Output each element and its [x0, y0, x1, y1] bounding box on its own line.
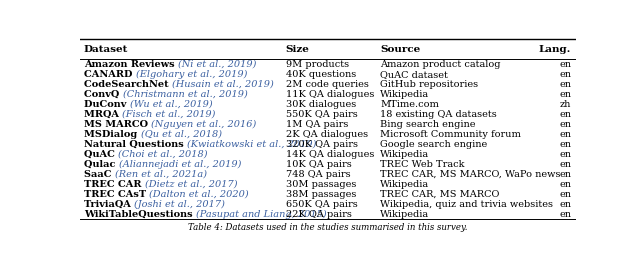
Text: en: en: [559, 130, 571, 139]
Text: 650K QA pairs: 650K QA pairs: [286, 200, 358, 209]
Text: en: en: [559, 150, 571, 159]
Text: (Dietz et al., 2017): (Dietz et al., 2017): [145, 180, 237, 189]
Text: GitHub repositories: GitHub repositories: [380, 80, 478, 89]
Text: QuAC dataset: QuAC dataset: [380, 70, 448, 79]
Text: (Qu et al., 2018): (Qu et al., 2018): [141, 130, 221, 139]
Text: MSDialog: MSDialog: [84, 130, 141, 139]
Text: 38M passages: 38M passages: [286, 190, 356, 199]
Text: TREC Web Track: TREC Web Track: [380, 160, 465, 169]
Text: 1M QA pairs: 1M QA pairs: [286, 120, 348, 129]
Text: QuAC: QuAC: [84, 150, 118, 159]
Text: TREC CAR, MS MARCO, WaPo news: TREC CAR, MS MARCO, WaPo news: [380, 170, 561, 179]
Text: TREC CAR, MS MARCO: TREC CAR, MS MARCO: [380, 190, 499, 199]
Text: 10K QA pairs: 10K QA pairs: [286, 160, 351, 169]
Text: en: en: [559, 80, 571, 89]
Text: 18 existing QA datasets: 18 existing QA datasets: [380, 110, 497, 119]
Text: CodeSearchNet: CodeSearchNet: [84, 80, 172, 89]
Text: 2M code queries: 2M code queries: [286, 80, 369, 89]
Text: 22K QA pairs: 22K QA pairs: [286, 210, 352, 219]
Text: en: en: [559, 140, 571, 149]
Text: Source: Source: [380, 45, 420, 54]
Text: Microsoft Community forum: Microsoft Community forum: [380, 130, 521, 139]
Text: en: en: [559, 90, 571, 99]
Text: (Choi et al., 2018): (Choi et al., 2018): [118, 150, 208, 159]
Text: (Christmann et al., 2019): (Christmann et al., 2019): [123, 90, 247, 99]
Text: zh: zh: [559, 100, 571, 109]
Text: 9M products: 9M products: [286, 60, 349, 69]
Text: en: en: [559, 60, 571, 69]
Text: en: en: [559, 70, 571, 79]
Text: en: en: [559, 160, 571, 169]
Text: 30M passages: 30M passages: [286, 180, 356, 189]
Text: Wikipedia: Wikipedia: [380, 90, 429, 99]
Text: WikiTableQuestions: WikiTableQuestions: [84, 210, 196, 219]
Text: Dataset: Dataset: [84, 45, 129, 54]
Text: TriviaQA: TriviaQA: [84, 200, 134, 209]
Text: Wikipedia, quiz and trivia websites: Wikipedia, quiz and trivia websites: [380, 200, 553, 209]
Text: 14K QA dialogues: 14K QA dialogues: [286, 150, 374, 159]
Text: 550K QA pairs: 550K QA pairs: [286, 110, 358, 119]
Text: (Dalton et al., 2020): (Dalton et al., 2020): [150, 190, 249, 199]
Text: TREC CAR: TREC CAR: [84, 180, 145, 189]
Text: en: en: [559, 170, 571, 179]
Text: 40K questions: 40K questions: [286, 70, 356, 79]
Text: TREC CAsT: TREC CAsT: [84, 190, 150, 199]
Text: (Nguyen et al., 2016): (Nguyen et al., 2016): [151, 120, 257, 129]
Text: 11K QA dialogues: 11K QA dialogues: [286, 90, 374, 99]
Text: en: en: [559, 210, 571, 219]
Text: en: en: [559, 190, 571, 199]
Text: Natural Questions: Natural Questions: [84, 140, 187, 149]
Text: Qulac: Qulac: [84, 160, 118, 169]
Text: SaaC: SaaC: [84, 170, 115, 179]
Text: 2K QA dialogues: 2K QA dialogues: [286, 130, 368, 139]
Text: ConvQ: ConvQ: [84, 90, 123, 99]
Text: (Fisch et al., 2019): (Fisch et al., 2019): [122, 110, 216, 119]
Text: Amazon Reviews: Amazon Reviews: [84, 60, 178, 69]
Text: (Joshi et al., 2017): (Joshi et al., 2017): [134, 200, 225, 209]
Text: en: en: [559, 120, 571, 129]
Text: MTime.com: MTime.com: [380, 100, 439, 109]
Text: MRQA: MRQA: [84, 110, 122, 119]
Text: Wikipedia: Wikipedia: [380, 150, 429, 159]
Text: (Wu et al., 2019): (Wu et al., 2019): [130, 100, 212, 109]
Text: 30K dialogues: 30K dialogues: [286, 100, 356, 109]
Text: (Husain et al., 2019): (Husain et al., 2019): [172, 80, 274, 89]
Text: en: en: [559, 200, 571, 209]
Text: MS MARCO: MS MARCO: [84, 120, 151, 129]
Text: Amazon product catalog: Amazon product catalog: [380, 60, 500, 69]
Text: Table 4: Datasets used in the studies summarised in this survey.: Table 4: Datasets used in the studies su…: [188, 223, 468, 232]
Text: CANARD: CANARD: [84, 70, 136, 79]
Text: Wikipedia: Wikipedia: [380, 180, 429, 189]
Text: (Ren et al., 2021a): (Ren et al., 2021a): [115, 170, 207, 179]
Text: DuConv: DuConv: [84, 100, 130, 109]
Text: Size: Size: [286, 45, 310, 54]
Text: en: en: [559, 180, 571, 189]
Text: Wikipedia: Wikipedia: [380, 210, 429, 219]
Text: 320K QA pairs: 320K QA pairs: [286, 140, 358, 149]
Text: (Pasupat and Liang, 2015): (Pasupat and Liang, 2015): [196, 210, 326, 219]
Text: Lang.: Lang.: [539, 45, 571, 54]
Text: Bing search engine: Bing search engine: [380, 120, 476, 129]
Text: (Elgohary et al., 2019): (Elgohary et al., 2019): [136, 70, 247, 79]
Text: Google search engine: Google search engine: [380, 140, 487, 149]
Text: (Aliannejadi et al., 2019): (Aliannejadi et al., 2019): [118, 160, 241, 169]
Text: 748 QA pairs: 748 QA pairs: [286, 170, 351, 179]
Text: en: en: [559, 110, 571, 119]
Text: (Kwiatkowski et al., 2019): (Kwiatkowski et al., 2019): [187, 140, 316, 149]
Text: (Ni et al., 2019): (Ni et al., 2019): [178, 60, 257, 69]
